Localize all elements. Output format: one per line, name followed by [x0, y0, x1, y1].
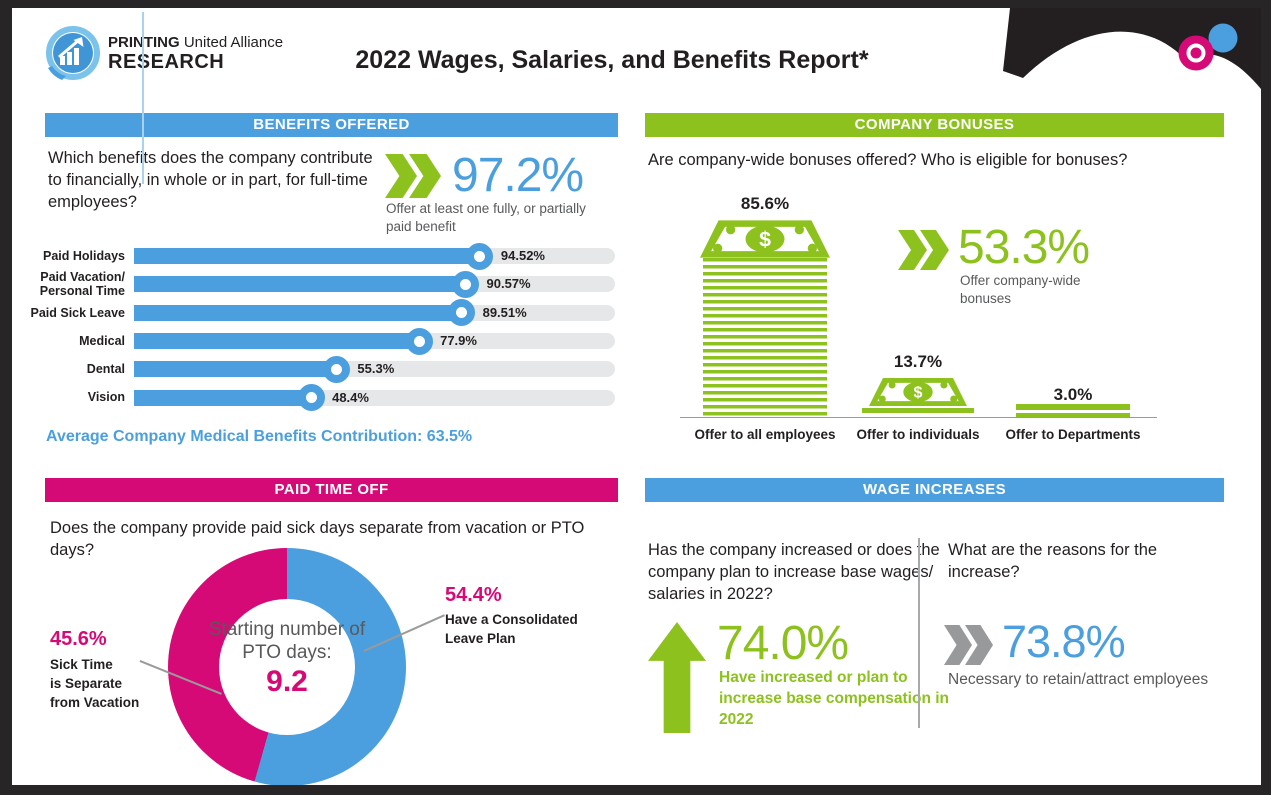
benefits-chart-axis: [142, 12, 144, 184]
pto-left-slice-label: 45.6% Sick Time is Separate from Vacatio…: [50, 628, 172, 713]
benefit-bar: [134, 276, 466, 293]
pto-donut-center-text: Starting number of PTO days: 9.2: [204, 618, 370, 699]
money-stack-departments: [1016, 404, 1130, 410]
benefit-bar-value: 90.57%: [486, 276, 531, 292]
benefit-bar-track: 55.3%: [134, 355, 615, 383]
benefits-stat-value: 97.2%: [452, 149, 584, 202]
benefit-bar-track: 89.51%: [134, 299, 615, 327]
benefit-bar-value: 55.3%: [357, 361, 395, 377]
benefits-stat-caption: Offer at least one fully, or partially p…: [386, 201, 586, 234]
benefit-category-label: Paid Vacation/ Personal Time: [39, 270, 125, 299]
pto-center-value: 9.2: [266, 665, 308, 699]
benefit-category-label: Paid Holidays: [43, 248, 125, 263]
benefit-bar-row: Paid Vacation/ Personal Time 90.57%: [30, 270, 615, 298]
page-title: 2022 Wages, Salaries, and Benefits Repor…: [355, 46, 869, 74]
benefit-category-label: Dental: [86, 362, 125, 377]
printing-united-alliance-logo-icon: [46, 26, 100, 80]
benefit-bar-track: 48.4%: [134, 384, 615, 412]
benefit-category-label: Medical: [79, 333, 125, 348]
money-stack-all-employees: [703, 258, 827, 416]
company-bonuses-section-header: COMPANY BONUSES: [645, 113, 1224, 137]
money-stack-individuals: [862, 408, 974, 413]
logo-brand-regular: United Alliance: [179, 34, 284, 51]
benefit-bar-value: 48.4%: [332, 389, 369, 405]
bonus-value-all-employees: 85.6%: [740, 194, 790, 213]
svg-text:$: $: [914, 384, 923, 402]
pto-right-text: Have a Consolidated Leave Plan: [445, 612, 578, 646]
bonus-value-departments: 3.0%: [1053, 385, 1093, 404]
wages-column-divider: [918, 538, 920, 728]
pto-center-label: Starting number of PTO days:: [208, 619, 366, 664]
benefit-bar-value: 89.51%: [482, 304, 527, 320]
benefits-bar-chart: Paid Holidays 94.52% Paid Vacation/ Person…: [30, 242, 615, 412]
logo-research-line: RESEARCH: [108, 51, 225, 73]
wages-right-stat-value: 73.8%: [1002, 616, 1126, 667]
chevron-right-icon: [944, 625, 972, 665]
benefit-bar-row: Medical 77.9%: [30, 327, 615, 355]
blue-dot-decoration: [1208, 23, 1238, 53]
benefit-bar-marker: [452, 270, 479, 298]
benefit-bar: [134, 389, 312, 406]
bonus-category-departments: Offer to Departments: [1005, 427, 1141, 442]
wages-left-question: Has the company increased or does the co…: [648, 541, 940, 603]
benefit-bar: [134, 361, 337, 378]
bonus-category-individuals: Offer to individuals: [856, 427, 980, 442]
benefit-bar-row: Dental 55.3%: [30, 355, 615, 383]
benefit-bar-marker: [448, 299, 476, 327]
money-bill-icon: $: [863, 378, 973, 411]
infographic-page: PRINTING United Alliance RESEARCH 2022 W…: [12, 8, 1261, 785]
benefit-bar-track: 77.9%: [134, 327, 615, 355]
pto-left-text: Sick Time is Separate from Vacation: [50, 657, 140, 710]
benefit-bar-value: 94.52%: [500, 248, 545, 264]
logo-text-block: PRINTING United Alliance RESEARCH: [108, 34, 283, 74]
benefit-bar-value: 77.9%: [440, 333, 477, 349]
medical-contribution-note: Average Company Medical Benefits Contrib…: [46, 428, 473, 445]
svg-text:$: $: [759, 227, 771, 251]
logo-brand-line: PRINTING United Alliance: [108, 34, 283, 51]
bonuses-stat-caption: Offer company-wide bonuses: [960, 273, 1081, 306]
money-bill-icon: $: [700, 220, 830, 263]
benefit-bar-row: Paid Holidays 94.52%: [30, 242, 615, 270]
benefit-category-label: Paid Sick Leave: [30, 305, 125, 320]
benefit-bar-track: 90.57%: [134, 270, 615, 298]
benefit-bar-marker: [322, 355, 350, 383]
paid-time-off-section-header: PAID TIME OFF: [45, 478, 618, 502]
benefit-bar-marker: [466, 242, 494, 270]
bonus-value-individuals: 13.7%: [893, 352, 943, 371]
bonuses-chart-baseline: [680, 417, 1157, 418]
up-arrow-icon: [648, 622, 706, 733]
bonus-category-all-employees: Offer to all employees: [694, 427, 836, 442]
benefits-offered-section-header: BENEFITS OFFERED: [45, 113, 618, 137]
wages-left-stat-caption: Have increased or plan to increase base …: [719, 669, 950, 728]
pto-question: Does the company provide paid sick days …: [50, 519, 585, 559]
money-stack-departments: [1016, 413, 1130, 417]
bonuses-question: Are company-wide bonuses offered? Who is…: [648, 151, 1128, 169]
wages-right-stat-caption: Necessary to retain/attract employees: [948, 671, 1209, 688]
benefit-bar-marker: [405, 327, 433, 355]
wages-right-question: What are the reasons for the increase?: [948, 541, 1158, 581]
benefit-bar-marker: [297, 384, 325, 412]
wages-left-stat-value: 74.0%: [717, 617, 849, 670]
benefits-question: Which benefits does the company contribu…: [48, 149, 373, 211]
benefit-bar-row: Vision 48.4%: [30, 383, 615, 412]
pto-right-slice-label: 54.4% Have a Consolidated Leave Plan: [445, 584, 615, 649]
benefit-category-label: Vision: [87, 390, 125, 405]
wage-increases-section-header: WAGE INCREASES: [645, 478, 1224, 502]
benefit-bar-track: 94.52%: [134, 242, 615, 270]
benefit-bar-row: Paid Sick Leave 89.51%: [30, 299, 615, 327]
benefit-bar: [134, 304, 462, 321]
benefit-bar: [134, 248, 480, 265]
bonuses-stat-value: 53.3%: [958, 221, 1090, 274]
pto-donut-hole: [219, 599, 355, 735]
benefit-bar: [134, 333, 420, 350]
pto-right-value: 54.4%: [445, 584, 502, 606]
chevron-right-icon: [898, 230, 927, 270]
corner-swoosh-decoration: [1003, 8, 1261, 89]
pto-left-value: 45.6%: [50, 628, 107, 650]
